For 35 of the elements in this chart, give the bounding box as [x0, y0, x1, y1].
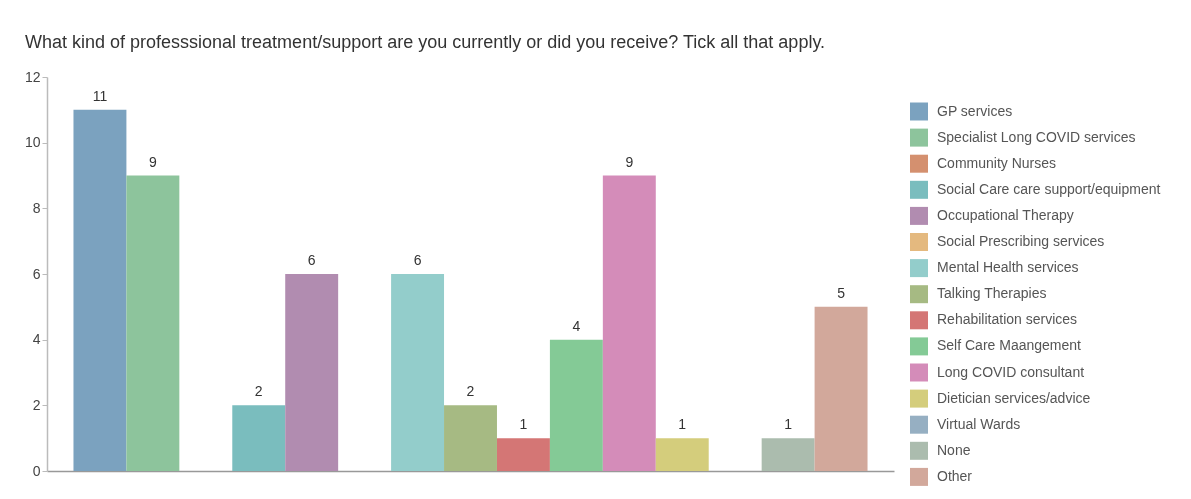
y-tick-label: 6	[32, 265, 41, 282]
data-label: 1	[784, 416, 793, 433]
legend-label: Long COVID consultant	[937, 363, 1085, 380]
y-tick-label: 8	[32, 199, 41, 216]
legend-label: Other	[937, 467, 973, 484]
y-tick-label: 12	[24, 68, 41, 85]
data-label: 6	[307, 252, 316, 268]
legend-label: Self Care Maangement	[937, 337, 1082, 354]
legend-label: None	[937, 441, 971, 458]
data-label: 6	[413, 252, 422, 268]
data-label: 2	[466, 383, 475, 400]
data-label: 11	[92, 87, 108, 104]
legend-label: Social Prescribing services	[937, 233, 1105, 249]
data-label: 9	[625, 153, 634, 170]
chart-title: What kind of professsional treatment/support are you currently or did you receive? Tick all that apply.	[25, 32, 826, 52]
legend-label: Virtual Wards	[937, 415, 1021, 432]
data-label: 9	[148, 153, 157, 170]
data-label: 4	[572, 317, 581, 334]
legend-label: Social Care care support/equipment	[937, 180, 1161, 197]
y-tick-label: 10	[24, 134, 41, 151]
legend-label: Specialist Long COVID services	[937, 128, 1136, 145]
data-label: 2	[254, 383, 263, 400]
y-tick-label: 0	[32, 462, 41, 479]
legend-label: Mental Health services	[937, 259, 1079, 276]
legend-label: Talking Therapies	[937, 285, 1047, 302]
legend-label: Community Nurses	[937, 154, 1057, 171]
legend-label: Occupational Therapy	[937, 206, 1074, 223]
data-label: 5	[837, 284, 846, 301]
y-tick-label: 4	[32, 331, 41, 348]
data-label: 1	[519, 416, 528, 433]
y-tick-label: 2	[32, 396, 41, 413]
legend-label: GP services	[937, 102, 1013, 119]
legend-label: Dietician services/advice	[937, 389, 1091, 406]
legend-label: Rehabilitation services	[937, 311, 1078, 328]
data-label: 1	[678, 416, 687, 433]
